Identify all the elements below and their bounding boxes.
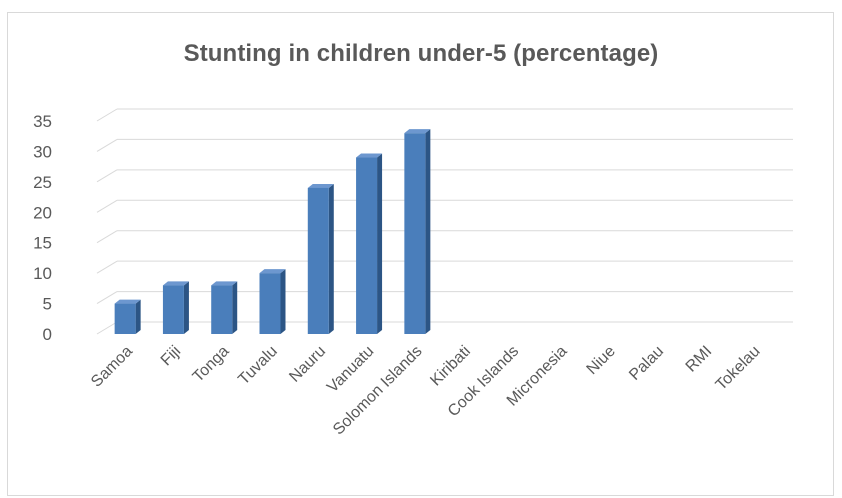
y-tick-label: 15 (33, 234, 52, 253)
bar-front (356, 157, 378, 334)
gridline-diag (96, 230, 118, 244)
bar-top (114, 299, 141, 304)
gridlines (96, 108, 793, 335)
bar-top (162, 281, 189, 286)
x-tick-label: Tokelau (713, 343, 764, 394)
bar-top (356, 153, 383, 158)
y-tick-label: 30 (33, 142, 52, 161)
bar-front (211, 285, 233, 334)
x-tick-label: Palau (626, 343, 667, 384)
bar-side (377, 153, 383, 334)
bar (356, 153, 383, 334)
bar (404, 129, 431, 334)
gridline-diag (96, 321, 118, 335)
x-tick-label: Kiribati (427, 343, 474, 390)
x-tick-label: Samoa (88, 343, 136, 391)
gridline-diag (96, 138, 118, 152)
bar-front (307, 187, 329, 334)
x-tick-label: Niue (584, 343, 619, 378)
gridline-diag (96, 108, 118, 122)
x-tick-label: Fiji (158, 343, 184, 369)
bar-top (259, 269, 286, 274)
y-axis-ticks: 0 5 10 15 20 25 30 35 (33, 112, 52, 344)
y-tick-label: 5 (43, 295, 52, 314)
bar-top (404, 129, 431, 134)
bar (259, 269, 286, 334)
bar-front (114, 303, 136, 334)
gridline-diag (96, 260, 118, 274)
bar-front (404, 133, 426, 334)
x-tick-label: Solomon Islands (330, 343, 426, 439)
x-tick-label: RMI (683, 343, 716, 376)
x-tick-label: Nauru (286, 343, 329, 386)
bar-side (183, 281, 189, 334)
bar-front (162, 285, 184, 334)
bar-top (211, 281, 238, 286)
gridline-diag (96, 169, 118, 183)
bar (211, 281, 238, 334)
x-tick-label: Tuvalu (235, 343, 281, 389)
bar (162, 281, 189, 334)
bar (114, 299, 141, 334)
bar-front (259, 273, 281, 334)
chart-title: Stunting in children under-5 (percentage… (183, 40, 659, 67)
bar-side (425, 129, 431, 334)
bar-side (328, 183, 334, 334)
y-tick-label: 25 (33, 173, 52, 192)
bar-side (280, 269, 286, 334)
bar (307, 183, 334, 334)
y-tick-label: 35 (33, 112, 52, 131)
bars (114, 129, 431, 334)
gridline-diag (96, 291, 118, 305)
bar-top (307, 183, 334, 188)
y-tick-label: 10 (33, 264, 52, 283)
y-tick-label: 0 (43, 325, 52, 344)
bar-side (232, 281, 238, 334)
y-tick-label: 20 (33, 203, 52, 222)
gridline-diag (96, 199, 118, 213)
x-tick-label: Tonga (190, 343, 233, 386)
x-axis-ticks: Samoa Fiji Tonga Tuvalu NauruVanuatuSolomon … (88, 343, 764, 439)
bar-side (135, 299, 141, 334)
